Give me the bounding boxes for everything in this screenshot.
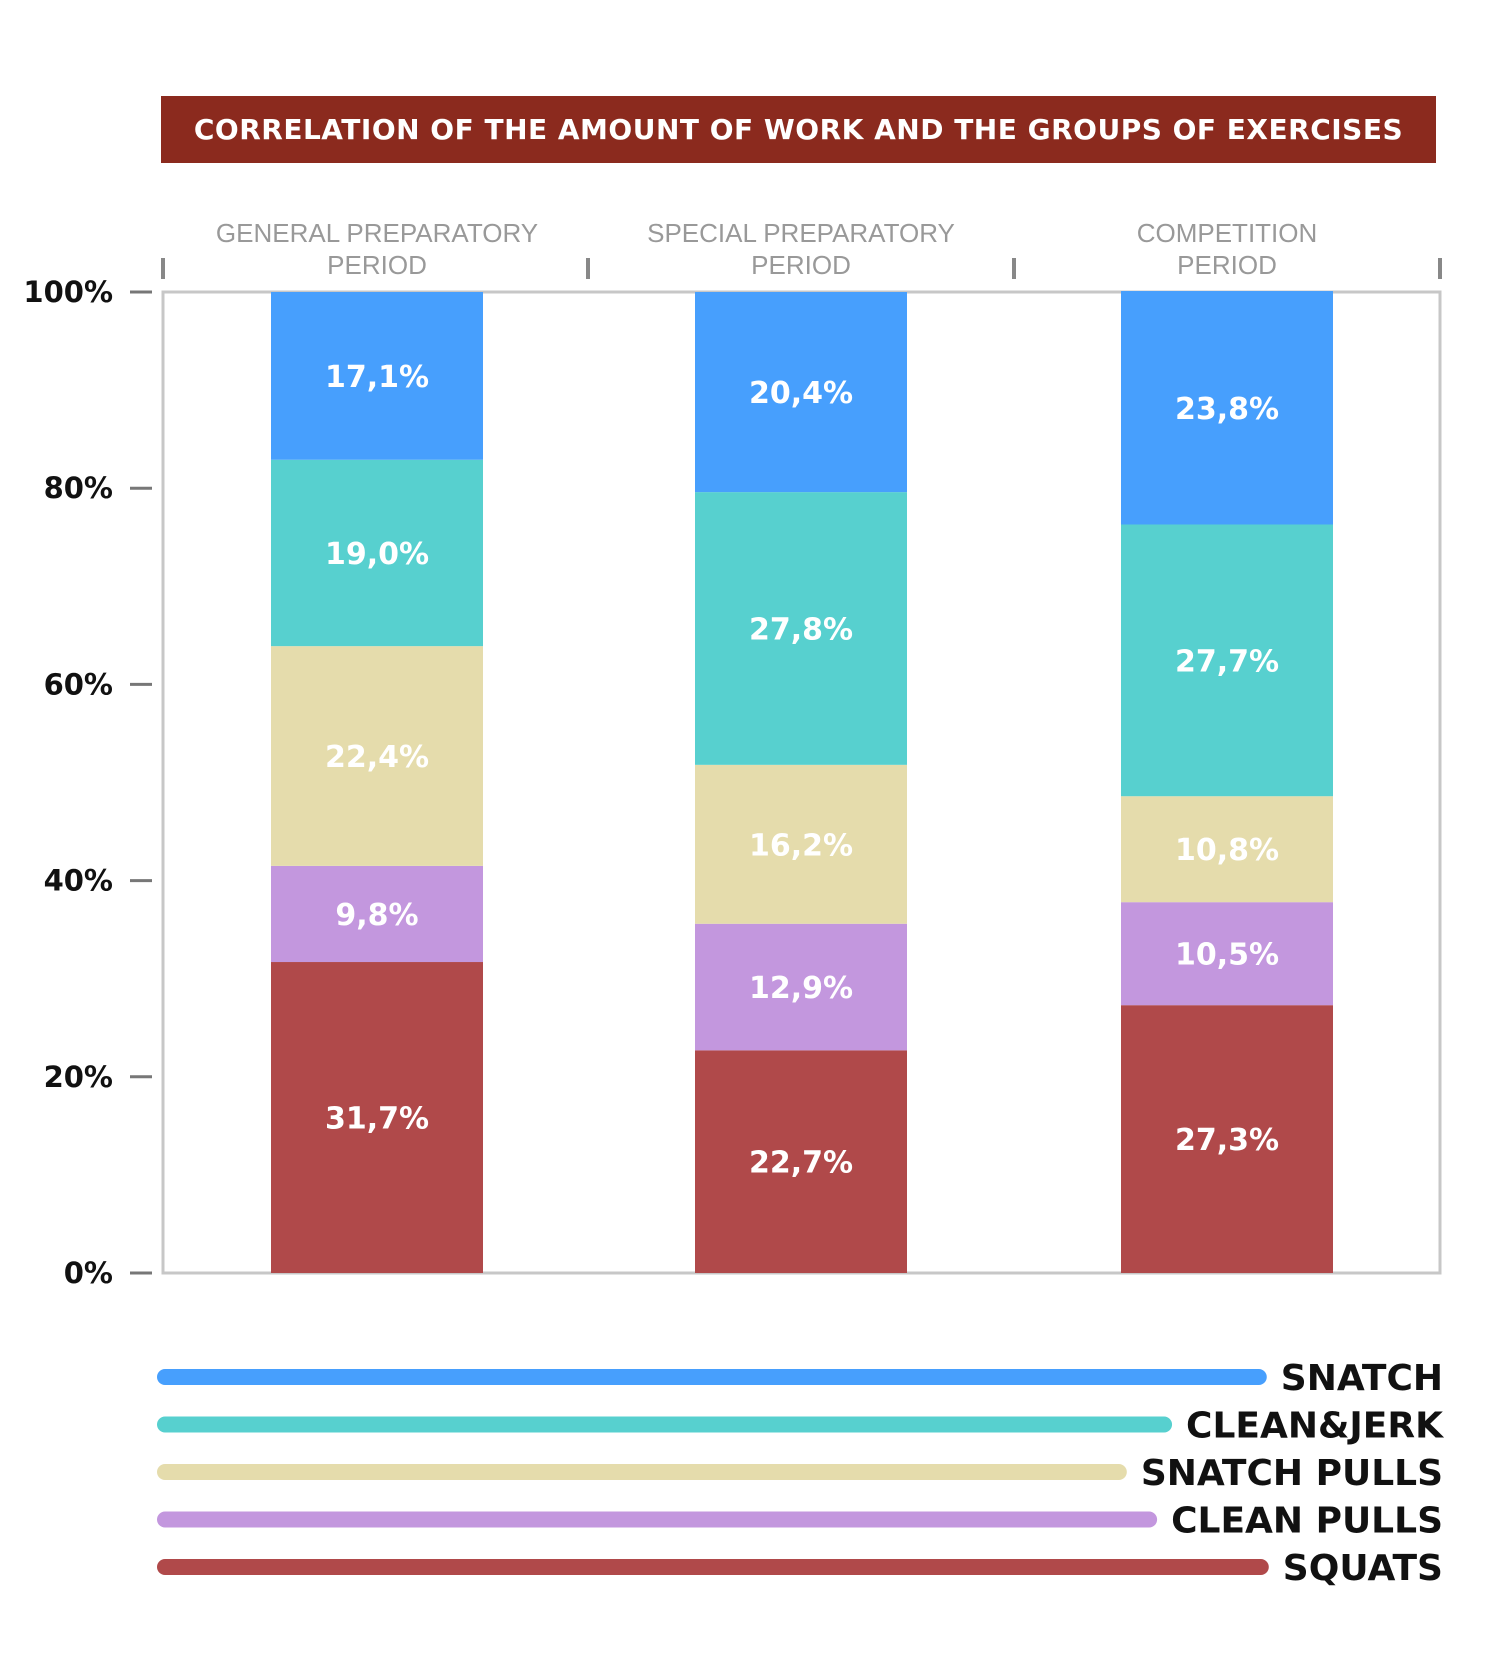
legend-label: CLEAN PULLS [1171,1501,1443,1542]
data-label: 10,5% [1175,938,1279,973]
data-label: 27,8% [749,612,853,647]
y-tick-label: 0% [64,1256,113,1290]
y-tick-label: 40% [44,864,113,898]
category-label: PERIOD [1177,250,1277,280]
bar-segment-clean-jerk [695,492,907,765]
data-label: 12,9% [749,971,853,1006]
bar-segment-clean-jerk [271,459,483,647]
data-label: 22,4% [325,740,429,775]
legend-label: SNATCH PULLS [1141,1453,1443,1494]
bar-segment-squats [271,962,483,1273]
category-label: PERIOD [327,250,427,280]
data-label: 22,7% [749,1146,853,1181]
bar-segment-squats [1121,1005,1333,1273]
data-label: 20,4% [749,376,853,411]
data-label: 27,3% [1175,1123,1279,1158]
legend-label: SQUATS [1283,1548,1443,1589]
bar-segment-snatch [1121,291,1333,525]
bar-segment-snatch-pulls [271,646,483,866]
bar-segment-clean-pulls [271,865,483,963]
data-label: 19,0% [325,537,429,572]
bar-segment-squats [695,1050,907,1273]
chart-title: CORRELATION OF THE AMOUNT OF WORK AND TH… [161,96,1436,163]
bar-segment-clean-pulls [1121,902,1333,1006]
bar-segment-snatch-pulls [695,764,907,924]
bar-segment-clean-pulls [695,923,907,1051]
data-label: 9,8% [335,898,418,933]
y-tick-label: 60% [44,667,113,701]
category-label: PERIOD [751,250,851,280]
data-label: 31,7% [325,1102,429,1137]
bar-segment-clean-jerk [1121,524,1333,797]
data-label: 16,2% [749,828,853,863]
y-tick-label: 20% [44,1060,113,1094]
bar-segment-snatch [695,292,907,493]
category-label: COMPETITION [1137,218,1318,248]
data-label: 10,8% [1175,833,1279,868]
data-label: 17,1% [325,360,429,395]
bar-segment-snatch [271,292,483,460]
bar-segment-snatch-pulls [1121,796,1333,903]
category-label: GENERAL PREPARATORY [216,218,538,248]
y-tick-label: 80% [44,471,113,505]
data-label: 23,8% [1175,392,1279,427]
category-label: SPECIAL PREPARATORY [647,218,955,248]
y-tick-label: 100% [23,275,113,309]
legend-label: SNATCH [1281,1358,1443,1399]
data-label: 27,7% [1175,644,1279,679]
legend-label: CLEAN&JERK [1186,1406,1444,1447]
